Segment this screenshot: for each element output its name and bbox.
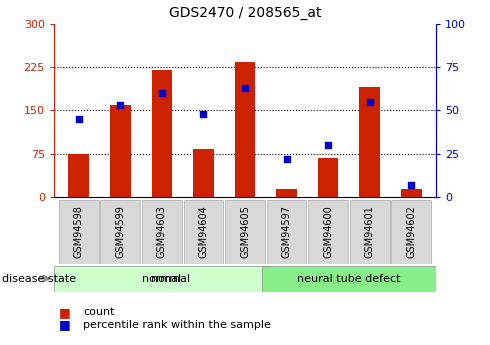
Text: GSM94603: GSM94603 bbox=[157, 205, 167, 258]
FancyBboxPatch shape bbox=[308, 200, 348, 264]
Point bbox=[158, 90, 166, 96]
Text: percentile rank within the sample: percentile rank within the sample bbox=[83, 320, 271, 330]
FancyBboxPatch shape bbox=[262, 266, 436, 292]
FancyBboxPatch shape bbox=[267, 200, 306, 264]
FancyBboxPatch shape bbox=[391, 200, 431, 264]
Point bbox=[117, 102, 124, 108]
Bar bbox=[69, 154, 89, 197]
Text: GSM94604: GSM94604 bbox=[198, 205, 208, 258]
Point bbox=[241, 85, 249, 91]
Bar bbox=[151, 70, 172, 197]
Bar bbox=[359, 87, 380, 197]
Point bbox=[283, 156, 291, 161]
FancyBboxPatch shape bbox=[59, 200, 99, 264]
Bar bbox=[110, 105, 131, 197]
Text: normal: normal bbox=[143, 274, 181, 284]
Bar bbox=[235, 61, 255, 197]
Point bbox=[324, 142, 332, 148]
FancyBboxPatch shape bbox=[54, 266, 270, 292]
FancyBboxPatch shape bbox=[100, 200, 140, 264]
Text: disease state: disease state bbox=[2, 274, 76, 284]
Text: GSM94599: GSM94599 bbox=[115, 205, 125, 258]
Text: count: count bbox=[83, 307, 115, 317]
Point bbox=[199, 111, 207, 117]
Point bbox=[366, 99, 373, 105]
FancyBboxPatch shape bbox=[184, 200, 223, 264]
FancyBboxPatch shape bbox=[350, 200, 390, 264]
Bar bbox=[401, 189, 421, 197]
Title: GDS2470 / 208565_at: GDS2470 / 208565_at bbox=[169, 6, 321, 20]
Text: ■: ■ bbox=[59, 318, 71, 332]
FancyBboxPatch shape bbox=[225, 200, 265, 264]
Text: ■: ■ bbox=[59, 306, 71, 319]
Point bbox=[407, 182, 415, 187]
Bar bbox=[318, 158, 339, 197]
Text: GSM94598: GSM94598 bbox=[74, 205, 84, 258]
Text: GSM94600: GSM94600 bbox=[323, 205, 333, 258]
Point bbox=[75, 116, 83, 122]
Bar bbox=[193, 149, 214, 197]
Text: GSM94602: GSM94602 bbox=[406, 205, 416, 258]
Text: GSM94601: GSM94601 bbox=[365, 205, 375, 258]
Text: GSM94605: GSM94605 bbox=[240, 205, 250, 258]
Bar bbox=[276, 189, 297, 197]
FancyBboxPatch shape bbox=[142, 200, 182, 264]
Text: GSM94597: GSM94597 bbox=[282, 205, 292, 258]
Text: neural tube defect: neural tube defect bbox=[297, 274, 401, 284]
Text: normal: normal bbox=[150, 274, 190, 284]
